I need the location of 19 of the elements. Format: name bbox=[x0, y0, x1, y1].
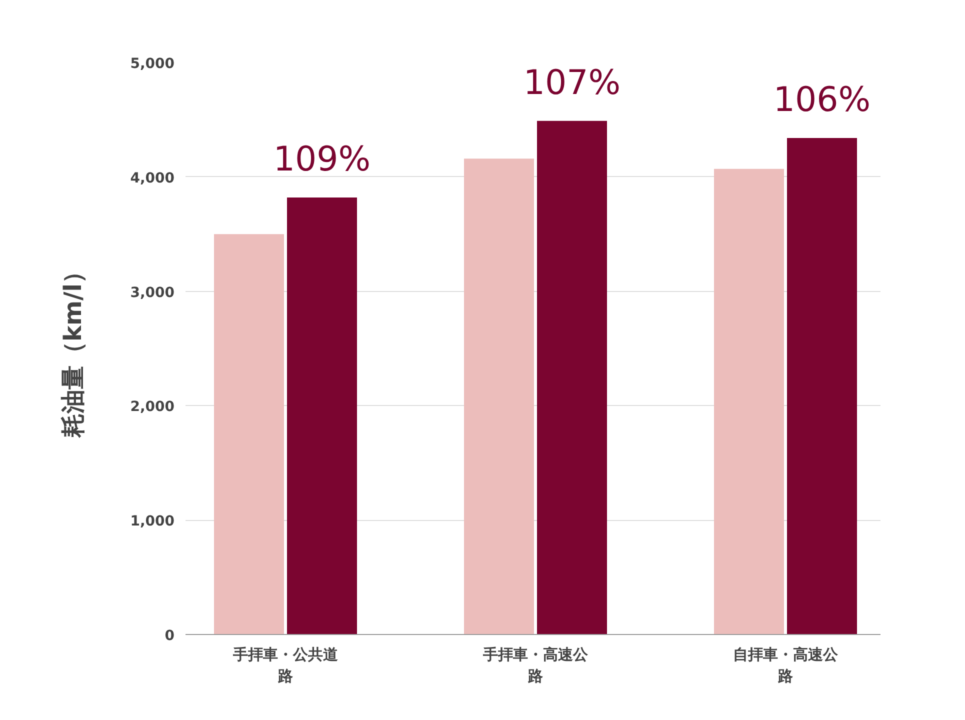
x-tick-label: 手拝車・高速公路 bbox=[482, 646, 589, 686]
y-tick-label: 0 bbox=[164, 628, 175, 644]
y-tick-label: 1,000 bbox=[130, 514, 175, 530]
annotation: 106% bbox=[773, 80, 871, 120]
bar bbox=[214, 234, 284, 634]
bar bbox=[464, 158, 534, 634]
annotation: 107% bbox=[523, 62, 621, 103]
y-tick-label: 3,000 bbox=[130, 284, 175, 301]
bar bbox=[714, 168, 784, 634]
y-tick-label: 5,000 bbox=[130, 56, 175, 72]
y-axis-title: 耗油量（km/l） bbox=[59, 260, 88, 438]
y-tick-label: 2,000 bbox=[130, 399, 175, 416]
annotation: 109% bbox=[273, 139, 371, 180]
bar bbox=[287, 197, 357, 634]
x-tick-label: 手拝車・公共道路 bbox=[232, 646, 339, 686]
x-tick-label: 自拝車・高速公路 bbox=[733, 646, 839, 686]
y-tick-label: 4,000 bbox=[130, 170, 175, 186]
bar bbox=[787, 138, 857, 634]
bar bbox=[537, 120, 607, 634]
